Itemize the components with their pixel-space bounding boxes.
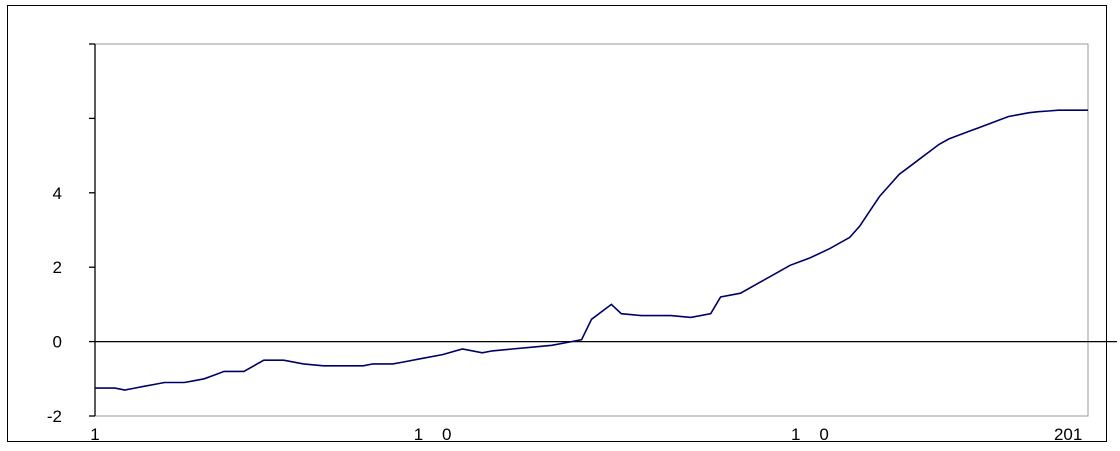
y-tick-label: 4	[53, 184, 62, 203]
y-axis: -2 0 2 4	[47, 43, 95, 426]
x-tick-label: 1 0	[791, 425, 829, 444]
x-tick-label: 1	[90, 425, 99, 444]
y-tick-label: -2	[47, 407, 62, 426]
x-axis-labels: 1 1 0 1 0 201	[90, 425, 1082, 444]
chart-frame	[7, 5, 1107, 442]
y-tick-label: 2	[53, 258, 62, 277]
series-line	[95, 109, 1088, 391]
x-tick-label: 201	[1054, 425, 1082, 444]
x-tick-label: 1 0	[414, 425, 452, 444]
plot-area-border	[94, 43, 1089, 417]
y-tick-label: 0	[53, 333, 62, 352]
